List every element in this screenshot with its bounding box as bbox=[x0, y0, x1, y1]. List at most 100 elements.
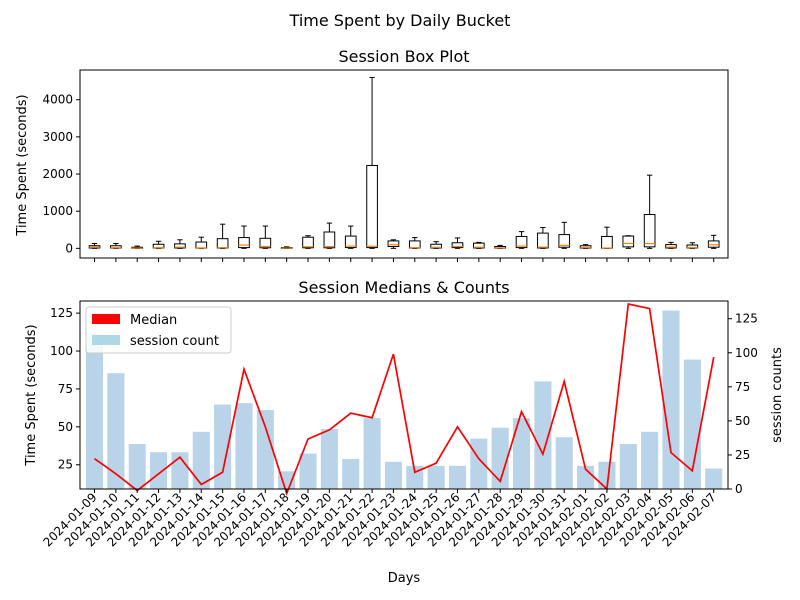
box-2024-01-10 bbox=[110, 243, 122, 249]
session-count-bar-2024-01-15 bbox=[214, 404, 232, 489]
box-plot-y-tick-label: 0 bbox=[65, 241, 73, 255]
session-count-bar-2024-01-12 bbox=[150, 452, 168, 489]
session-count-bar-2024-01-29 bbox=[512, 418, 531, 489]
box-2024-01-15 bbox=[216, 223, 229, 249]
counts-y2-ticks: 0 25 50 75 100 125 bbox=[728, 312, 758, 496]
session-count-bar-2024-02-01 bbox=[577, 465, 595, 489]
box-2024-01-23 bbox=[387, 239, 400, 249]
box-2024-02-06 bbox=[686, 242, 699, 249]
legend-box bbox=[85, 306, 232, 354]
session-count-bar-2024-02-06 bbox=[683, 359, 701, 489]
session-count-bars bbox=[85, 310, 723, 489]
legend-swatch-session-count bbox=[92, 335, 120, 345]
box-plot-y-tick-label: 4000 bbox=[42, 93, 73, 107]
box-2024-01-28 bbox=[494, 244, 507, 249]
box-iqr bbox=[408, 240, 421, 249]
medians-counts-x-ticks: 2024-01-092024-01-102024-01-112024-01-12… bbox=[40, 489, 719, 549]
box-2024-01-24 bbox=[408, 237, 421, 249]
box-plot-y-ticks: 0 1000 2000 3000 4000 bbox=[42, 93, 80, 255]
session-count-bar-2024-01-20 bbox=[320, 429, 338, 489]
session-count-bar-2024-01-17 bbox=[256, 409, 274, 489]
box-iqr bbox=[366, 164, 378, 249]
box-2024-01-26 bbox=[451, 237, 464, 249]
box-2024-01-13 bbox=[174, 239, 186, 249]
box-plot-frame bbox=[79, 69, 729, 259]
box-plot-y-axis-label: Time Spent (seconds) bbox=[15, 94, 30, 236]
box-iqr bbox=[259, 237, 272, 249]
box-2024-01-31 bbox=[558, 221, 571, 249]
session-count-bar-2024-01-31 bbox=[555, 437, 573, 489]
box-plot-y-tick-label: 3000 bbox=[42, 130, 73, 144]
box-2024-01-11 bbox=[131, 245, 144, 249]
box-2024-01-29 bbox=[515, 231, 528, 249]
box-2024-02-01 bbox=[579, 244, 592, 249]
box-iqr bbox=[344, 235, 357, 249]
session-count-bar-2024-01-30 bbox=[534, 381, 552, 489]
box-iqr bbox=[387, 240, 400, 247]
session-count-bar-2024-02-02 bbox=[598, 461, 616, 489]
session-count-bar-2024-01-22 bbox=[363, 418, 381, 489]
box-iqr bbox=[302, 236, 314, 249]
box-iqr bbox=[238, 237, 250, 249]
medians-y-tick-label: 25 bbox=[58, 458, 73, 472]
box-2024-02-02 bbox=[601, 226, 613, 249]
box-2024-01-12 bbox=[152, 240, 165, 249]
medians-y-tick-label: 75 bbox=[58, 382, 73, 396]
box-iqr bbox=[515, 235, 528, 249]
counts-y2-tick-label: 0 bbox=[735, 482, 743, 496]
session-count-bar-2024-01-11 bbox=[128, 444, 146, 489]
medians-counts-panel: Session Medians & Counts Time Spent (sec… bbox=[24, 278, 785, 586]
box-2024-01-09 bbox=[88, 243, 101, 249]
box-iqr bbox=[174, 243, 186, 249]
session-count-bar-2024-01-14 bbox=[192, 431, 210, 489]
box-iqr bbox=[195, 241, 208, 249]
counts-y2-tick-label: 125 bbox=[735, 312, 758, 326]
medians-counts-frame bbox=[79, 300, 729, 490]
box-plot-y-tick-label: 2000 bbox=[42, 167, 73, 181]
box-2024-01-25 bbox=[430, 241, 442, 249]
session-count-bar-2024-01-27 bbox=[470, 438, 488, 489]
box-iqr bbox=[537, 232, 549, 249]
session-count-bar-2024-02-04 bbox=[641, 431, 659, 489]
box-iqr bbox=[323, 231, 336, 249]
session-count-bar-2024-01-19 bbox=[299, 453, 317, 489]
session-count-bar-2024-02-07 bbox=[705, 468, 723, 489]
medians-counts-y2-axis-label: session counts bbox=[770, 347, 785, 443]
box-2024-01-17 bbox=[259, 225, 272, 249]
medians-y-tick-label: 50 bbox=[58, 420, 73, 434]
session-count-bar-2024-01-28 bbox=[491, 427, 509, 489]
box-2024-01-16 bbox=[238, 225, 250, 249]
box-plot-title: Session Box Plot bbox=[338, 47, 469, 66]
box-iqr bbox=[665, 244, 677, 249]
box-plot-boxes bbox=[88, 76, 720, 249]
box-iqr bbox=[472, 242, 485, 249]
box-2024-01-18 bbox=[280, 246, 293, 249]
box-2024-02-07 bbox=[707, 234, 720, 249]
medians-counts-title: Session Medians & Counts bbox=[298, 278, 509, 297]
counts-y2-tick-label: 25 bbox=[735, 448, 750, 462]
box-2024-01-30 bbox=[537, 227, 549, 249]
box-iqr bbox=[558, 234, 571, 248]
counts-y2-tick-label: 75 bbox=[735, 380, 750, 394]
box-2024-01-14 bbox=[195, 236, 208, 249]
median-line bbox=[94, 302, 715, 497]
session-count-bar-2024-01-10 bbox=[107, 373, 125, 489]
medians-y-tick-label: 125 bbox=[50, 306, 73, 320]
box-2024-02-05 bbox=[665, 241, 677, 249]
session-count-bar-2024-01-25 bbox=[427, 465, 445, 489]
box-2024-02-04 bbox=[643, 174, 656, 249]
counts-y2-tick-label: 50 bbox=[735, 414, 750, 428]
legend-label-median: Median bbox=[130, 313, 177, 328]
session-count-bar-2024-01-21 bbox=[342, 459, 360, 489]
box-iqr bbox=[601, 235, 613, 249]
box-iqr bbox=[622, 235, 635, 248]
medians-counts-y-axis-label: Time Spent (seconds) bbox=[24, 324, 39, 466]
box-2024-02-03 bbox=[622, 235, 635, 249]
box-2024-01-22 bbox=[366, 76, 378, 249]
box-iqr bbox=[707, 240, 720, 248]
session-count-bar-2024-02-05 bbox=[662, 310, 680, 489]
session-count-bar-2024-01-23 bbox=[384, 461, 402, 489]
medians-counts-x-axis-label: Days bbox=[388, 571, 421, 586]
box-plot-y-tick-label: 1000 bbox=[42, 204, 73, 218]
